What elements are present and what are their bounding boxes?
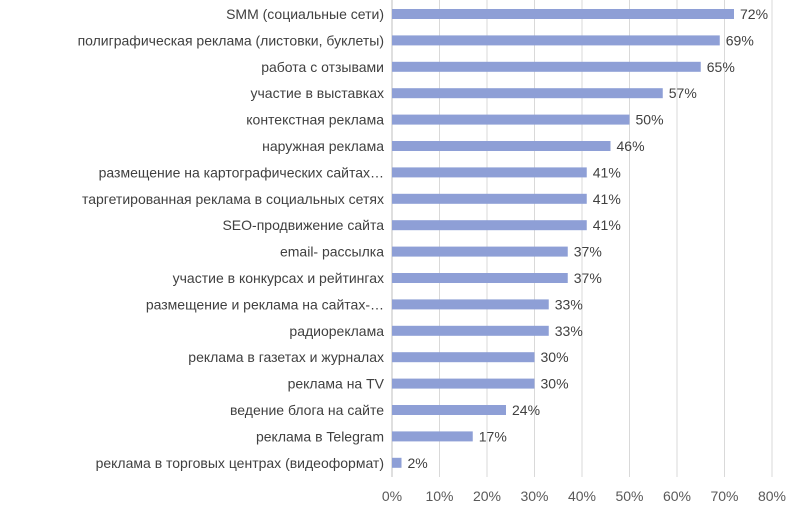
category-label: размещение на картографических сайтах…: [99, 164, 384, 180]
data-label: 69%: [726, 32, 754, 48]
data-label: 30%: [541, 376, 569, 392]
category-label: размещение и реклама на сайтах-…: [146, 296, 384, 312]
data-label: 41%: [593, 164, 621, 180]
bar: [392, 35, 720, 46]
data-label: 33%: [555, 296, 583, 312]
data-label: 37%: [574, 244, 602, 260]
data-label: 57%: [669, 85, 697, 101]
gridlines: [391, 0, 773, 477]
category-label: полиграфическая реклама (листовки, букле…: [78, 32, 384, 48]
category-label: участие в выставках: [250, 85, 384, 101]
data-label: 37%: [574, 270, 602, 286]
category-label: радиореклама: [289, 323, 384, 339]
bar: [392, 193, 587, 204]
x-tick-label: 40%: [568, 488, 596, 504]
category-label: участие в конкурсах и рейтингах: [173, 270, 384, 286]
bar: [392, 457, 402, 468]
category-label: реклама на TV: [288, 376, 385, 392]
x-tick-label: 0%: [382, 488, 402, 504]
bar: [392, 273, 568, 283]
bar: [392, 61, 701, 72]
bar: [392, 299, 549, 310]
category-label: SMM (социальные сети): [226, 6, 384, 22]
category-label: работа с отзывами: [261, 59, 384, 75]
bar: [392, 405, 506, 415]
value-labels: 72% 69% 65% 57% 50% 46% 41% 41% 41% 37% 37% 33% 33% 3…: [408, 6, 769, 471]
x-axis-tick-labels: 0% 10% 20% 30% 40% 50% 60% 70% 80%: [382, 488, 786, 504]
bar: [392, 246, 568, 257]
category-label: таргетированная реклама в социальных сет…: [82, 191, 384, 207]
x-tick-label: 20%: [473, 488, 501, 504]
bar: [392, 141, 611, 151]
x-tick-label: 70%: [710, 488, 738, 504]
data-label: 65%: [707, 59, 735, 75]
data-label: 17%: [479, 428, 507, 444]
bar: [392, 220, 587, 231]
bar: [392, 167, 587, 178]
category-label: наружная реклама: [262, 138, 384, 154]
data-label: 72%: [740, 6, 768, 22]
category-label: ведение блога на сайте: [230, 402, 384, 418]
x-tick-label: 50%: [615, 488, 643, 504]
bar: [392, 378, 535, 389]
data-label: 41%: [593, 217, 621, 233]
bar: [392, 114, 630, 125]
bar: [392, 352, 535, 363]
bar: [392, 9, 734, 19]
category-label: SEO-продвижение сайта: [222, 217, 384, 233]
x-tick-label: 30%: [520, 488, 548, 504]
category-label: реклама в газетах и журналах: [188, 349, 384, 365]
bars: [392, 9, 734, 468]
x-tick-label: 60%: [663, 488, 691, 504]
data-label: 24%: [512, 402, 540, 418]
bar: [392, 431, 473, 442]
category-label: реклама в торговых центрах (видеоформат): [96, 455, 384, 471]
x-tick-label: 80%: [758, 488, 786, 504]
data-label: 50%: [636, 112, 664, 128]
bar: [392, 325, 549, 336]
category-label: контекстная реклама: [246, 112, 384, 128]
data-label: 30%: [541, 349, 569, 365]
category-label: email- рассылка: [280, 244, 384, 260]
data-label: 41%: [593, 191, 621, 207]
data-label: 33%: [555, 323, 583, 339]
category-labels: SMM (социальные сети) полиграфическая рек…: [78, 6, 385, 471]
data-label: 46%: [617, 138, 645, 154]
bar: [392, 88, 663, 99]
x-tick-label: 10%: [425, 488, 453, 504]
category-label: реклама в Telegram: [256, 428, 384, 444]
data-label: 2%: [408, 455, 428, 471]
